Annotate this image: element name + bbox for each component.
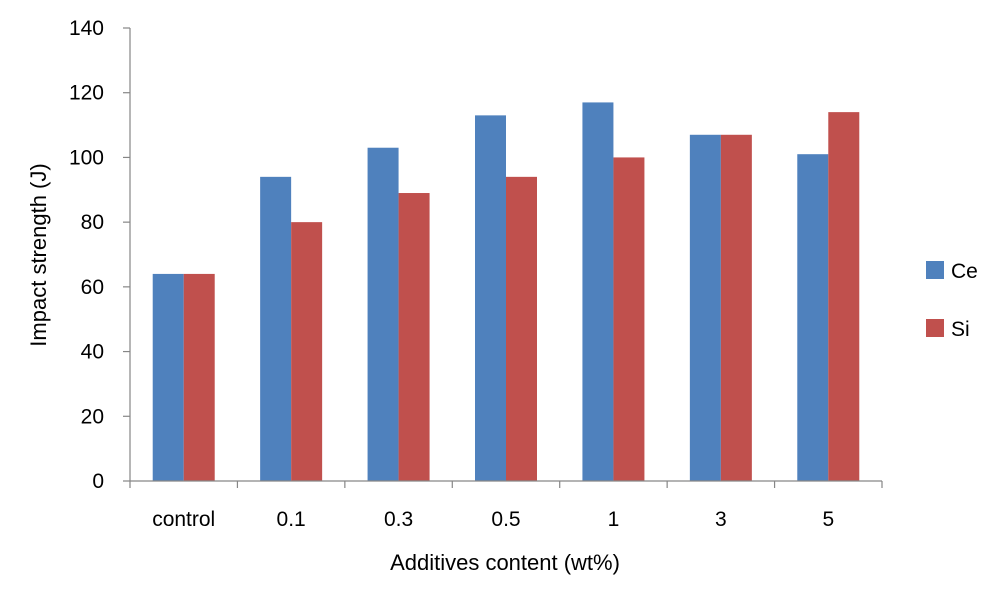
- x-tick-label-4: 1: [608, 508, 620, 531]
- y-tick-label-5: 100: [69, 146, 104, 169]
- x-tick-label-6: 5: [822, 508, 834, 531]
- bar-ce-5: [689, 134, 721, 481]
- x-axis-title: Additives content (wt%): [390, 550, 620, 575]
- y-tick-label-2: 40: [81, 341, 104, 364]
- x-tick-label-0: control: [152, 508, 215, 531]
- bar-ce-6: [797, 154, 829, 481]
- bar-si-4: [613, 157, 645, 481]
- bar-si-2: [398, 193, 430, 481]
- bar-si-0: [183, 273, 215, 481]
- bar-ce-4: [582, 102, 614, 482]
- legend-swatch-si: [926, 319, 944, 337]
- bar-ce-3: [475, 115, 506, 481]
- bar-si-5: [720, 134, 752, 481]
- axes-layer: [123, 27, 883, 488]
- y-tick-label-1: 20: [81, 405, 104, 428]
- legend: Ce Si: [926, 260, 978, 341]
- bar-ce-1: [260, 176, 292, 482]
- legend-swatch-ce: [926, 261, 944, 279]
- bar-si-1: [291, 222, 323, 481]
- y-tick-label-3: 60: [81, 276, 104, 299]
- y-tick-label-4: 80: [81, 211, 104, 234]
- y-tick-label-7: 140: [69, 17, 104, 40]
- bar-ce-0: [152, 273, 184, 481]
- x-tick-label-2: 0.3: [384, 508, 413, 531]
- y-tick-label-6: 120: [69, 82, 104, 105]
- bars-layer: [152, 102, 860, 482]
- legend-label-ce: Ce: [951, 260, 978, 283]
- x-tick-label-5: 3: [715, 508, 727, 531]
- legend-label-si: Si: [951, 318, 970, 341]
- bar-ce-2: [367, 147, 399, 481]
- bar-si-3: [506, 176, 537, 482]
- x-tick-label-3: 0.5: [491, 508, 520, 531]
- tick-labels-layer: 0 20 40 60 80 100 120 140 control 0.1 0.3 0.5 1 3 5: [69, 17, 834, 531]
- y-tick-label-0: 0: [92, 470, 104, 493]
- y-axis-title: Impact strength (J): [26, 163, 51, 346]
- bar-si-6: [828, 112, 860, 481]
- x-tick-label-1: 0.1: [277, 508, 306, 531]
